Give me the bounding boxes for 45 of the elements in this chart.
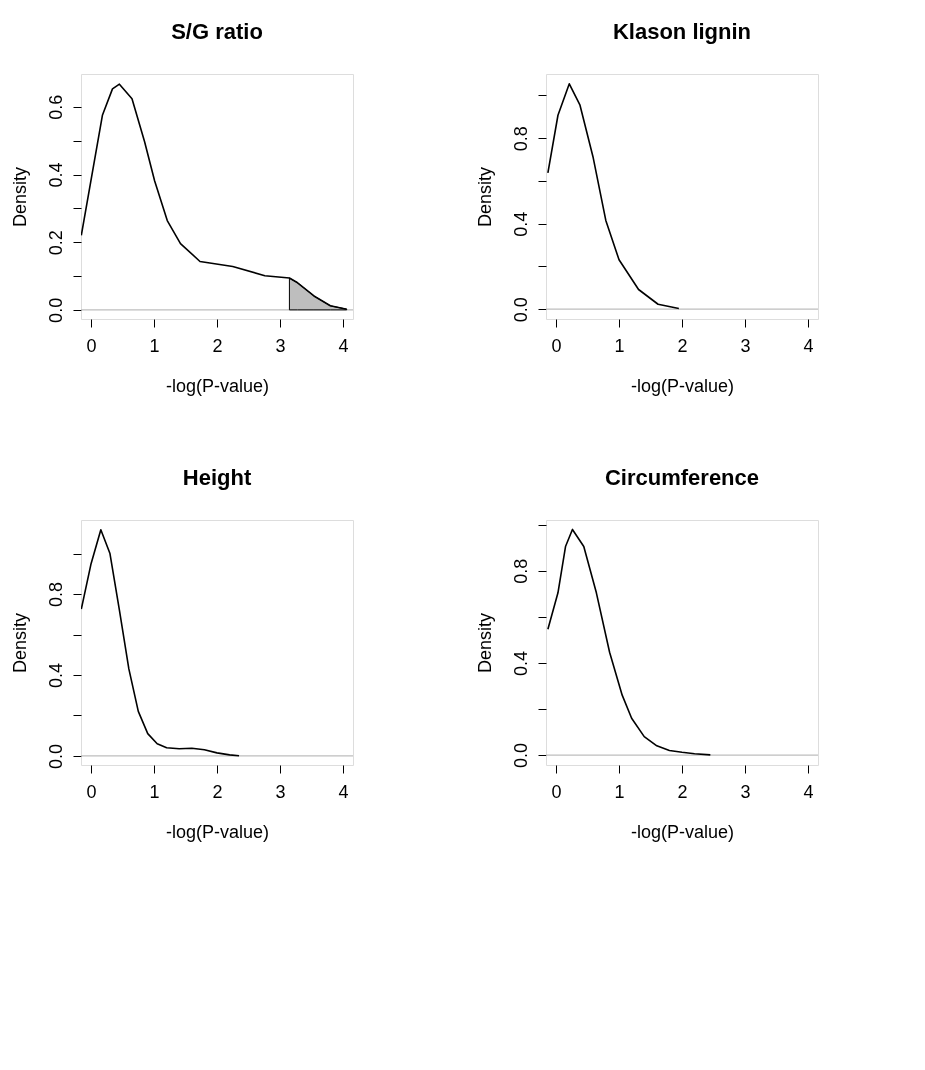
y-tick-label: 0.4 xyxy=(510,211,531,237)
y-tick-label: 0.0 xyxy=(510,297,531,323)
y-axis-title: Density xyxy=(474,166,495,228)
x-tick-label: 2 xyxy=(212,781,223,802)
y-axis-title: Density xyxy=(9,612,30,674)
x-tick-label: 4 xyxy=(803,335,814,356)
x-tick-label: 1 xyxy=(149,335,160,356)
x-tick-label: 3 xyxy=(740,335,751,356)
x-tick-label: 1 xyxy=(614,335,625,356)
y-tick-label: 0.0 xyxy=(45,297,66,323)
x-axis-title: -log(P-value) xyxy=(630,375,735,396)
y-axis-title: Density xyxy=(474,612,495,674)
x-axis-title: -log(P-value) xyxy=(165,821,270,842)
y-tick-label: 0.0 xyxy=(45,743,66,769)
x-tick-label: 4 xyxy=(803,781,814,802)
x-tick-label: 0 xyxy=(551,335,562,356)
y-tick-label: 0.4 xyxy=(45,662,66,688)
x-tick-label: 0 xyxy=(86,781,97,802)
x-axis-title: -log(P-value) xyxy=(630,821,735,842)
chart-title: S/G ratio xyxy=(171,19,263,44)
x-tick-label: 2 xyxy=(677,781,688,802)
y-tick-label: 0.4 xyxy=(45,162,66,188)
y-tick-label: 0.8 xyxy=(510,126,531,152)
chart-title: Circumference xyxy=(604,465,760,490)
x-tick-label: 3 xyxy=(740,781,751,802)
chart-title: Height xyxy=(182,465,252,490)
x-tick-label: 0 xyxy=(86,335,97,356)
x-axis-title: -log(P-value) xyxy=(165,375,270,396)
y-tick-label: 0.8 xyxy=(510,558,531,584)
y-tick-label: 0.6 xyxy=(45,94,66,120)
x-tick-label: 2 xyxy=(677,335,688,356)
x-tick-label: 3 xyxy=(275,335,286,356)
y-tick-label: 0.2 xyxy=(45,230,66,256)
x-tick-label: 1 xyxy=(149,781,160,802)
y-tick-label: 0.0 xyxy=(510,743,531,769)
x-tick-label: 2 xyxy=(212,335,223,356)
x-tick-label: 4 xyxy=(338,781,349,802)
y-tick-label: 0.4 xyxy=(510,650,531,676)
x-tick-label: 4 xyxy=(338,335,349,356)
y-tick-label: 0.8 xyxy=(45,582,66,608)
x-tick-label: 1 xyxy=(614,781,625,802)
x-tick-label: 3 xyxy=(275,781,286,802)
chart-title: Klason lignin xyxy=(612,19,752,44)
x-tick-label: 0 xyxy=(551,781,562,802)
y-axis-title: Density xyxy=(9,166,30,228)
